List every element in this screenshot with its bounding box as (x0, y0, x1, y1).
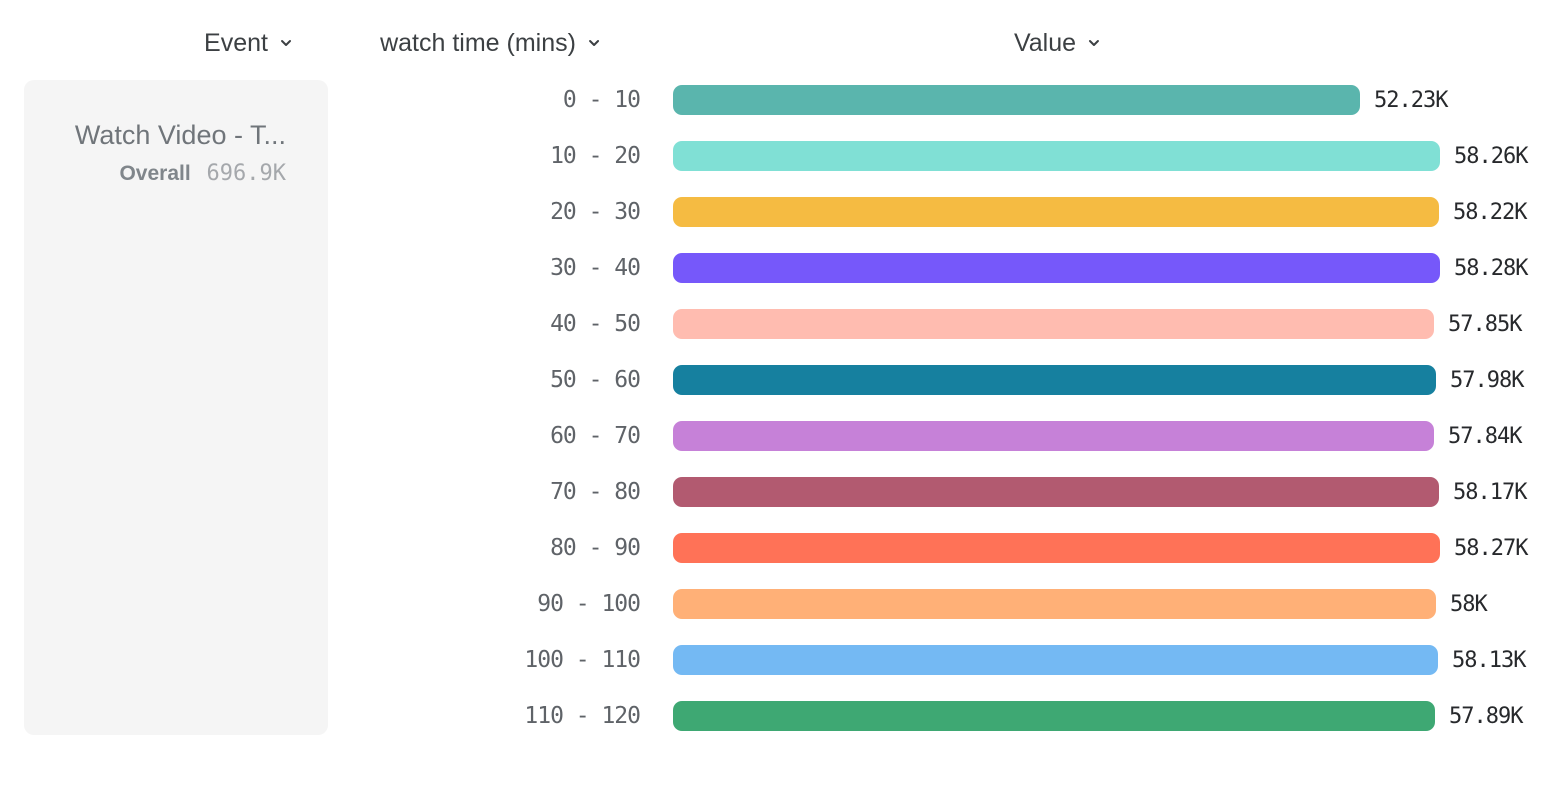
value-label: 57.85K (1448, 311, 1522, 337)
value-label: 58.22K (1453, 199, 1527, 225)
category-label: 10 - 20 (550, 143, 641, 169)
category-label: 30 - 40 (550, 255, 641, 281)
bar-segment[interactable] (673, 701, 1435, 731)
category-label: 100 - 110 (524, 647, 641, 673)
watch-time-dropdown-label: watch time (mins) (380, 28, 576, 57)
bar-chart: 0 - 10 52.23K 10 - 20 58.26K 20 - 30 58.22K 30… (0, 85, 1568, 731)
chart-row: 60 - 70 57.84K (0, 421, 1568, 451)
value-label: 52.23K (1374, 87, 1448, 113)
value-dropdown-label: Value (1013, 28, 1077, 57)
category-label: 50 - 60 (550, 367, 641, 393)
overall-label: Overall (119, 162, 191, 186)
value-label: 57.98K (1450, 367, 1524, 393)
bar-segment[interactable] (673, 533, 1440, 563)
chart-row: 80 - 90 58.27K (0, 533, 1568, 563)
category-label: 0 - 10 (562, 87, 641, 113)
category-label: 60 - 70 (550, 423, 641, 449)
chart-row: 20 - 30 58.22K (0, 197, 1568, 227)
category-label: 20 - 30 (550, 199, 641, 225)
bar-segment[interactable] (673, 421, 1434, 451)
event-dropdown-label: Event (204, 28, 268, 57)
value-dropdown[interactable]: Value (1014, 28, 1102, 58)
category-label: 40 - 50 (550, 311, 641, 337)
event-title: Watch Video - T... (74, 120, 286, 150)
bar-segment[interactable] (673, 253, 1440, 283)
value-label: 57.84K (1448, 423, 1522, 449)
bar-segment[interactable] (673, 141, 1440, 171)
value-label: 58.26K (1454, 143, 1528, 169)
category-label: 110 - 120 (524, 703, 641, 729)
event-overall: Overall 696.9K (24, 161, 286, 186)
value-label: 58K (1450, 591, 1488, 617)
value-label: 58.13K (1452, 647, 1526, 673)
chart-row: 40 - 50 57.85K (0, 309, 1568, 339)
watch-time-dropdown[interactable]: watch time (mins) (380, 28, 602, 58)
bar-segment[interactable] (673, 645, 1438, 675)
chart-row: 0 - 10 52.23K (0, 85, 1568, 115)
value-label: 58.17K (1453, 479, 1527, 505)
chart-row: 90 - 100 58K (0, 589, 1568, 619)
chart-row: 30 - 40 58.28K (0, 253, 1568, 283)
category-label: 80 - 90 (550, 535, 641, 561)
chevron-down-icon (278, 29, 294, 58)
bar-segment[interactable] (673, 589, 1436, 619)
bar-segment[interactable] (673, 365, 1436, 395)
chart-row: 70 - 80 58.17K (0, 477, 1568, 507)
value-label: 58.28K (1454, 255, 1528, 281)
category-label: 90 - 100 (537, 591, 641, 617)
event-card[interactable]: Watch Video - T... Overall 696.9K (24, 80, 328, 735)
value-label: 58.27K (1454, 535, 1528, 561)
bar-segment[interactable] (673, 197, 1439, 227)
bar-segment[interactable] (673, 309, 1434, 339)
chevron-down-icon (586, 29, 602, 58)
chart-row: 10 - 20 58.26K (0, 141, 1568, 171)
value-label: 57.89K (1449, 703, 1523, 729)
chevron-down-icon (1086, 29, 1102, 58)
bar-segment[interactable] (673, 85, 1360, 115)
chart-row: 100 - 110 58.13K (0, 645, 1568, 675)
category-label: 70 - 80 (550, 479, 641, 505)
overall-value: 696.9K (206, 161, 286, 187)
bar-segment[interactable] (673, 477, 1439, 507)
chart-row: 110 - 120 57.89K (0, 701, 1568, 731)
chart-row: 50 - 60 57.98K (0, 365, 1568, 395)
event-dropdown[interactable]: Event (204, 28, 294, 58)
